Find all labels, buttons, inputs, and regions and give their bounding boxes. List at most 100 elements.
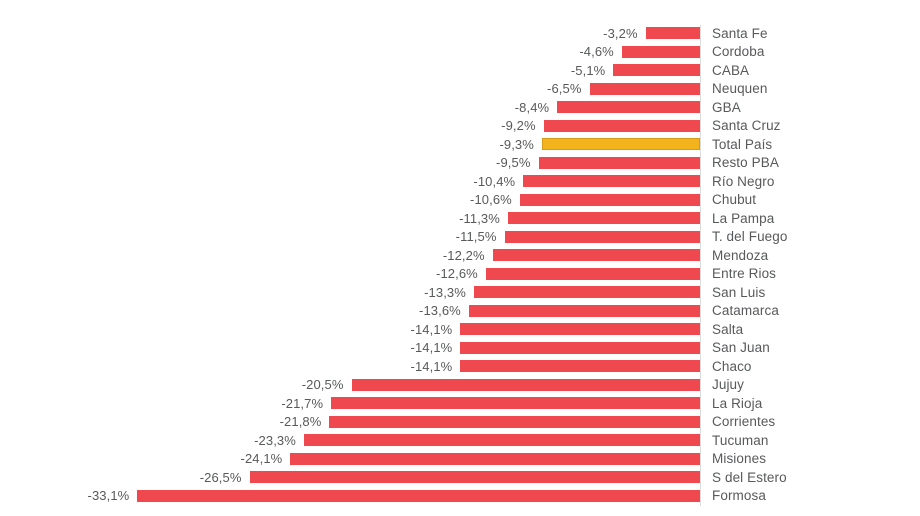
bar	[541, 138, 700, 151]
value-label: -9,2%	[501, 118, 536, 134]
bar-track: -11,5%	[0, 229, 700, 244]
value-label: -3,2%	[603, 25, 638, 41]
bar-track: -26,5%	[0, 470, 700, 485]
bar-track: -13,6%	[0, 303, 700, 318]
value-label: -11,3%	[459, 210, 500, 226]
bar	[519, 193, 700, 206]
bar-row: -9,3% Total País	[0, 135, 788, 154]
bar	[613, 64, 700, 77]
value-label: -14,1%	[410, 358, 453, 374]
category-label: Resto PBA	[712, 155, 779, 171]
category-label: Cordoba	[712, 44, 765, 60]
value-label: -23,3%	[254, 432, 296, 448]
bar-row: -20,5% Jujuy	[0, 376, 788, 395]
bar	[329, 415, 700, 428]
category-label: Corrientes	[712, 414, 776, 430]
bar-row: -10,6% Chubut	[0, 191, 788, 210]
category-label: Mendoza	[712, 247, 769, 263]
bar-track: -3,2%	[0, 26, 700, 41]
bar-row: -14,1% San Juan	[0, 339, 788, 358]
category-label: S del Estero	[712, 469, 787, 485]
zero-axis-line	[700, 25, 701, 506]
bar-track: -20,5%	[0, 377, 700, 392]
bar-row: -21,8% Corrientes	[0, 413, 788, 432]
category-label: Jujuy	[712, 377, 745, 393]
chart-rows: -3,2% Santa Fe -4,6% Cordoba -5,1% CABA …	[0, 24, 788, 505]
value-label: -9,5%	[496, 155, 531, 171]
category-label: Santa Cruz	[712, 118, 781, 134]
value-label: -24,1%	[240, 451, 283, 467]
bar-track: -33,1%	[0, 488, 700, 503]
value-label: -21,8%	[279, 414, 322, 430]
value-label: -13,6%	[419, 303, 461, 319]
bar	[249, 471, 700, 484]
bar-track: -9,5%	[0, 155, 700, 170]
bar-track: -11,3%	[0, 211, 700, 226]
bar-track: -8,4%	[0, 100, 700, 115]
bar	[473, 286, 700, 299]
value-label: -14,1%	[410, 321, 453, 337]
bar-row: -10,4% Río Negro	[0, 172, 788, 191]
bar	[492, 249, 700, 262]
bar-row: -11,3% La Pampa	[0, 209, 788, 228]
bar-row: -6,5% Neuquen	[0, 80, 788, 99]
bar-row: -24,1% Misiones	[0, 450, 788, 469]
bar-track: -21,8%	[0, 414, 700, 429]
bar-track: -14,1%	[0, 340, 700, 355]
bar	[543, 119, 700, 132]
bar	[645, 27, 700, 40]
bar-track: -14,1%	[0, 322, 700, 337]
bar	[589, 82, 700, 95]
bar	[331, 397, 700, 410]
bar	[290, 452, 700, 465]
bar	[460, 323, 700, 336]
bar-track: -21,7%	[0, 396, 700, 411]
category-label: CABA	[712, 62, 750, 78]
bar-track: -9,3%	[0, 137, 700, 152]
bar	[504, 230, 700, 243]
value-label: -13,3%	[424, 284, 466, 300]
value-label: -6,5%	[547, 81, 582, 97]
bar	[621, 45, 700, 58]
category-label: San Luis	[712, 284, 766, 300]
bar	[557, 101, 700, 114]
bar-track: -14,1%	[0, 359, 700, 374]
bar-row: -9,5% Resto PBA	[0, 154, 788, 173]
bar-row: -23,3% Tucuman	[0, 431, 788, 450]
bar	[468, 304, 700, 317]
category-label: Formosa	[712, 488, 766, 504]
value-label: -21,7%	[281, 395, 324, 411]
bar-row: -13,3% San Luis	[0, 283, 788, 302]
value-label: -26,5%	[199, 469, 242, 485]
category-label: Entre Rios	[712, 266, 777, 282]
bar-row: -11,5% T. del Fuego	[0, 228, 788, 247]
value-label: -12,6%	[436, 266, 478, 282]
bar	[460, 341, 700, 354]
value-label: -4,6%	[579, 44, 614, 60]
bar	[351, 378, 700, 391]
value-label: -5,1%	[570, 62, 606, 78]
category-label: Chubut	[712, 192, 757, 208]
bar-row: -26,5% S del Estero	[0, 468, 788, 487]
category-label: Río Negro	[712, 173, 775, 189]
bar	[137, 489, 700, 502]
bar-row: -21,7% La Rioja	[0, 394, 788, 413]
category-label: Catamarca	[712, 303, 779, 319]
bar-row: -14,1% Chaco	[0, 357, 788, 376]
bar-track: -12,2%	[0, 248, 700, 263]
category-label: San Juan	[712, 340, 770, 356]
bar-track: -24,1%	[0, 451, 700, 466]
category-label: Santa Fe	[712, 25, 768, 41]
category-label: Neuquen	[712, 81, 768, 97]
category-label: T. del Fuego	[712, 229, 788, 245]
category-label: Tucuman	[712, 432, 769, 448]
value-label: -10,4%	[473, 173, 516, 189]
bar-row: -14,1% Salta	[0, 320, 788, 339]
value-label: -14,1%	[410, 340, 453, 356]
bar-track: -6,5%	[0, 81, 700, 96]
bar-row: -9,2% Santa Cruz	[0, 117, 788, 136]
bar-track: -10,6%	[0, 192, 700, 207]
bar-row: -5,1% CABA	[0, 61, 788, 80]
value-label: -20,5%	[301, 377, 344, 393]
